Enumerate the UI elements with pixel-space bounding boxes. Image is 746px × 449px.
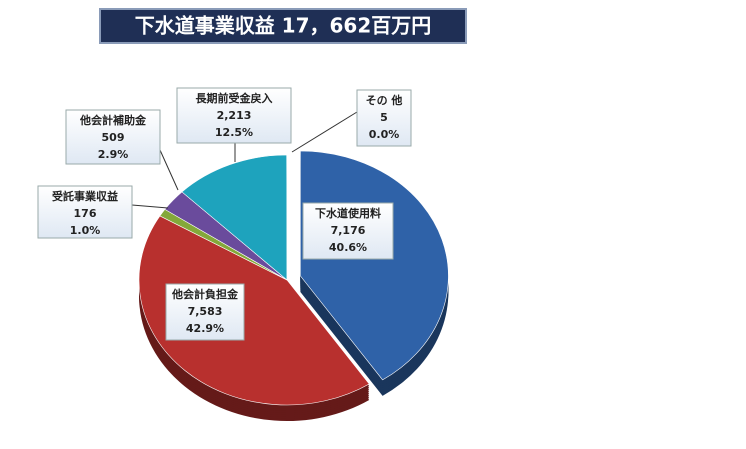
- percent-label: 42.9%: [186, 322, 224, 335]
- label-box: [65, 109, 161, 165]
- data-labels: 下水道使用料 7,176 40.6% 他会計負担金 7,583 42.9% 受託事業収益 17…: [37, 87, 412, 341]
- label-box: [165, 283, 245, 341]
- percent-label: 12.5%: [215, 126, 253, 139]
- percent-label: 40.6%: [329, 241, 367, 254]
- slice: [181, 154, 288, 281]
- title-box: [99, 8, 467, 44]
- leader-line: [291, 111, 358, 153]
- value-label: 2,213: [217, 109, 252, 122]
- value-label: 176: [74, 207, 97, 220]
- category-label: 受託事業収益: [52, 189, 118, 203]
- category-label: 他会計補助金: [79, 113, 147, 127]
- label-box: [356, 89, 412, 147]
- label-box: [302, 202, 394, 260]
- value-label: 7,176: [331, 224, 366, 237]
- value-label: 509: [102, 131, 125, 144]
- percent-label: 1.0%: [70, 224, 101, 237]
- leader-line: [131, 204, 169, 209]
- value-label: 7,583: [188, 305, 223, 318]
- label-box: [176, 87, 292, 144]
- percent-label: 2.9%: [98, 148, 129, 161]
- category-label: 他会計負担金: [171, 287, 239, 301]
- chart-title: 下水道事業収益 17，662百万円: [135, 14, 432, 38]
- category-label: 長期前受金戻入: [196, 91, 273, 105]
- pie: [138, 150, 449, 406]
- value-label: 5: [380, 111, 388, 124]
- percent-label: 0.0%: [369, 128, 400, 141]
- label-box: [37, 185, 133, 239]
- slice: [138, 215, 370, 406]
- category-label: その 他: [366, 93, 403, 107]
- category-label: 下水道使用料: [315, 206, 381, 220]
- leader-line: [159, 149, 179, 191]
